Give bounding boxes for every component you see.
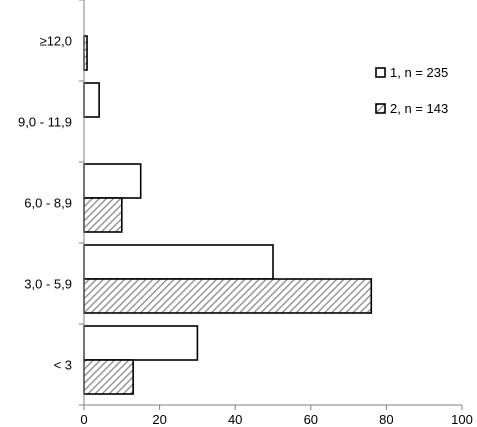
legend: 1, n = 235 2, n = 143 xyxy=(375,65,448,116)
x-tick-label: 40 xyxy=(228,412,242,427)
bar-series-2-4 xyxy=(83,359,134,395)
bar-series-1-2 xyxy=(83,163,142,199)
x-tick-label: 0 xyxy=(80,412,87,427)
legend-swatch-series-1 xyxy=(375,67,386,78)
bar-series-1-3 xyxy=(83,244,274,280)
category-label: 9,0 - 11,9 xyxy=(18,115,72,130)
plot-area: ≥12,0 9,0 - 11,9 6,0 - 8,9 3,0 - 5,9 < 3 0 20 4… xyxy=(18,0,473,427)
legend-label-series-2: 2, n = 143 xyxy=(390,101,448,116)
x-tick-label: 80 xyxy=(379,412,393,427)
x-tick-label: 100 xyxy=(451,412,473,427)
category-label: ≥12,0 xyxy=(40,34,72,49)
bar-series-1-1 xyxy=(83,82,100,118)
bar-series-1-4 xyxy=(83,325,199,361)
category-label: < 3 xyxy=(54,358,72,373)
x-tick-label: 20 xyxy=(152,412,166,427)
legend-label-series-1: 1, n = 235 xyxy=(390,65,448,80)
bar-series-2-3 xyxy=(83,278,373,314)
bar-series-2-2 xyxy=(83,197,123,233)
legend-swatch-series-2 xyxy=(375,103,386,114)
category-label: 3,0 - 5,9 xyxy=(24,277,72,292)
category-label: 6,0 - 8,9 xyxy=(24,196,72,211)
x-tick-label: 60 xyxy=(304,412,318,427)
